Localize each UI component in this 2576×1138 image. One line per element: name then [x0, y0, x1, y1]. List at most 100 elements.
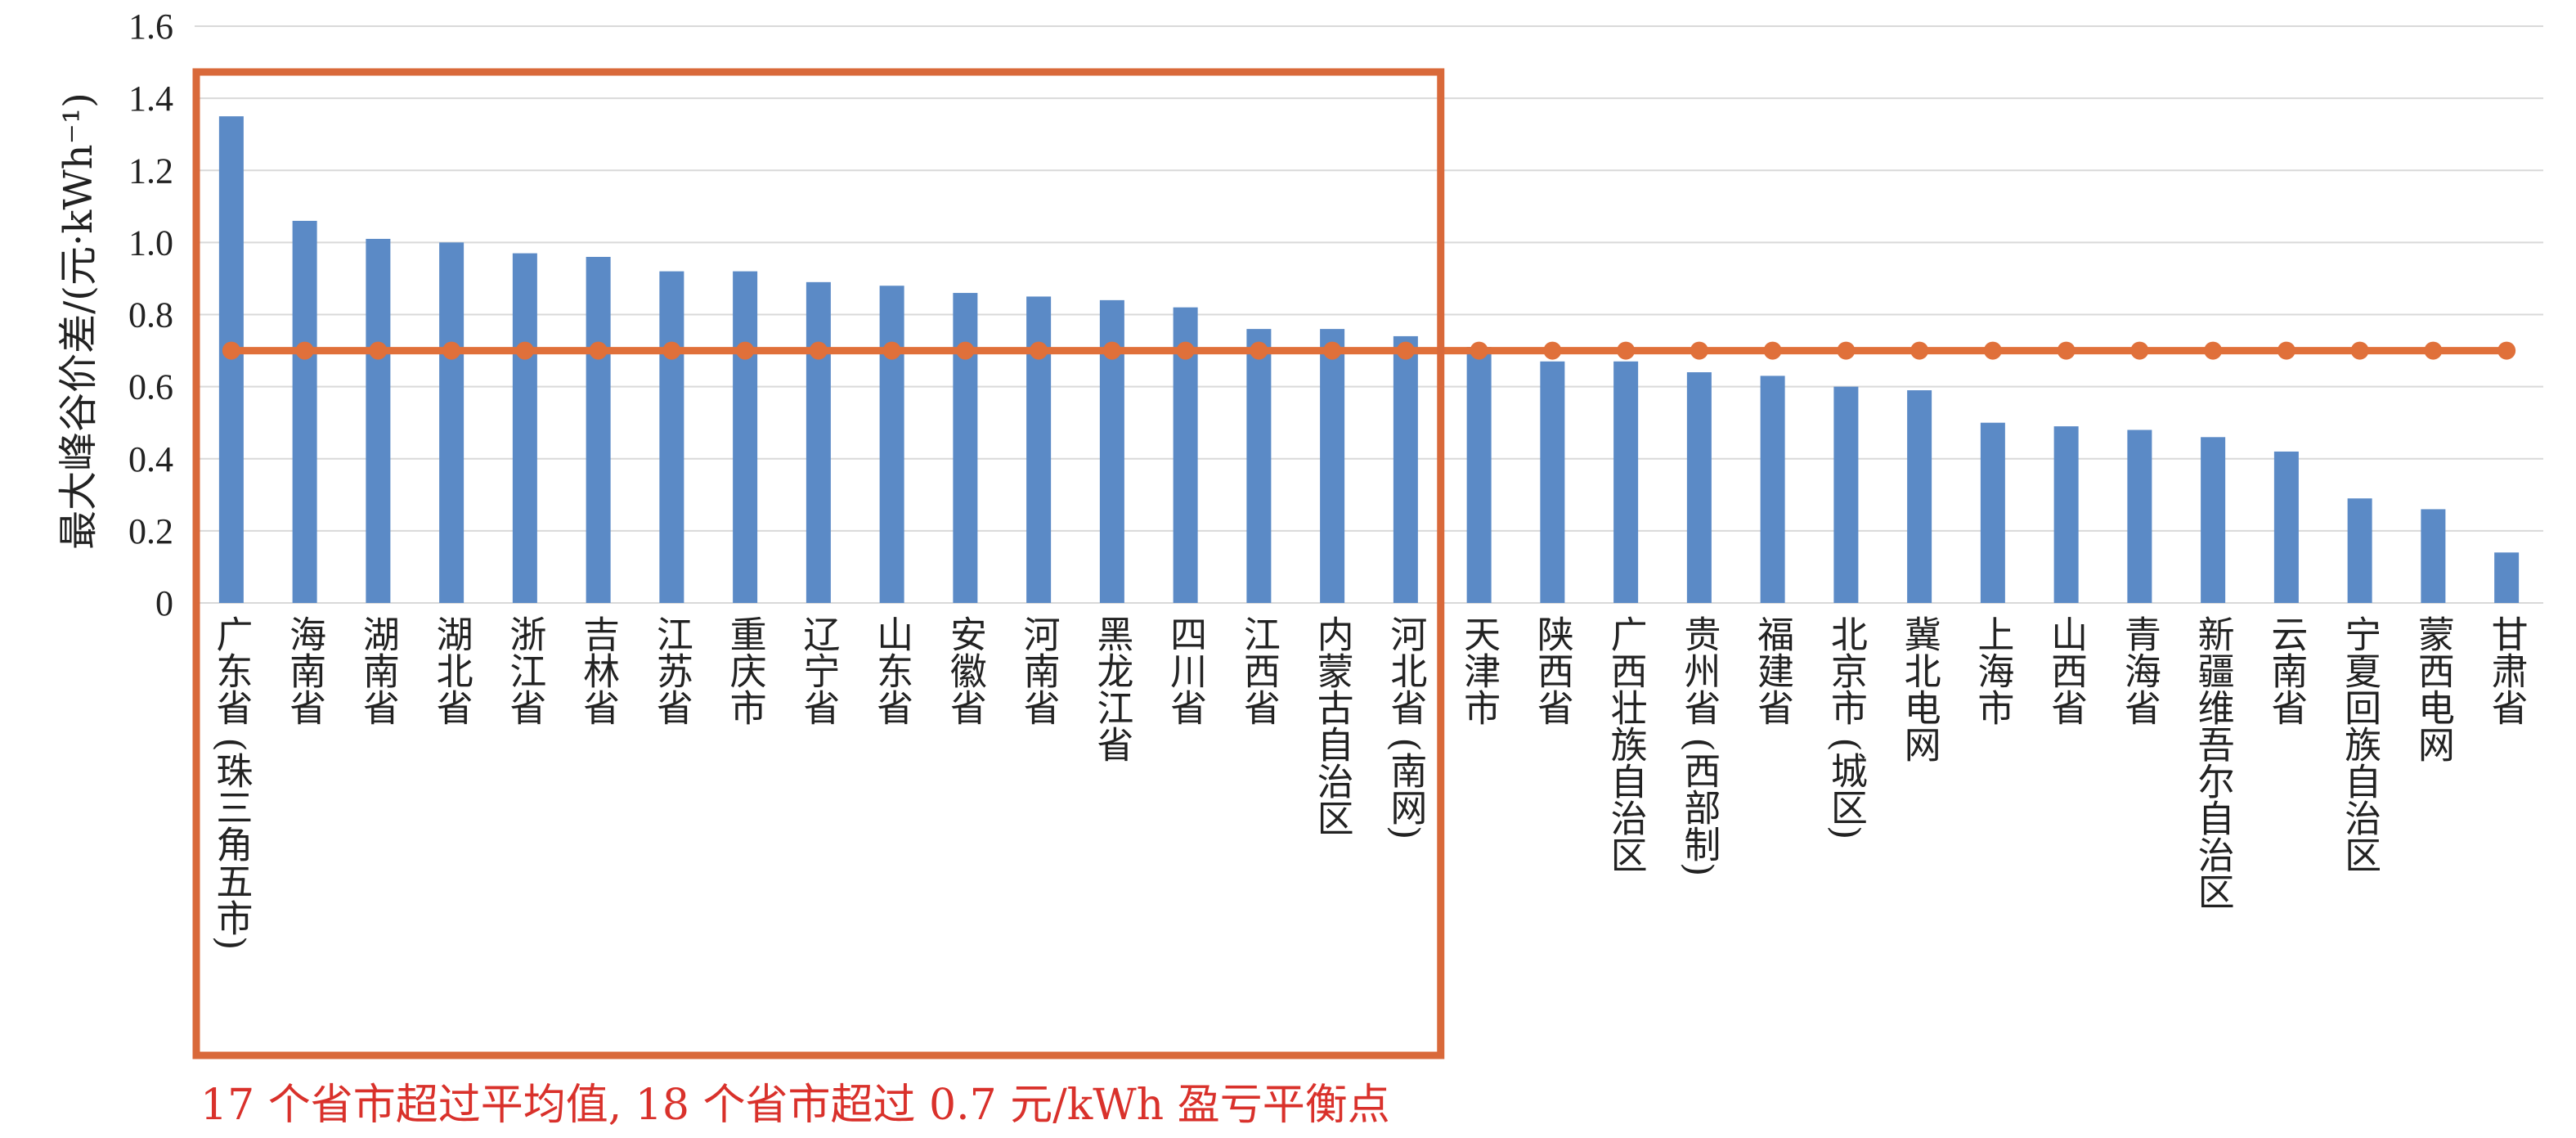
- gridlines: [195, 25, 2543, 604]
- bar: [1686, 372, 1712, 603]
- bar: [292, 220, 317, 603]
- bar: [733, 271, 758, 603]
- y-tick-label: 1.4: [128, 79, 173, 119]
- category-label: 陕西省: [1531, 615, 1574, 726]
- reference-line-marker: [2277, 341, 2296, 360]
- reference-line-marker: [442, 341, 461, 360]
- category-label: 青海省: [2118, 615, 2161, 726]
- category-label: 贵州省 (西部制): [1677, 615, 1721, 876]
- category-label: 宁夏回族自治区: [2338, 615, 2381, 873]
- category-label: 天津市: [1457, 615, 1501, 726]
- bar: [1833, 386, 1859, 603]
- reference-line-marker: [2424, 341, 2443, 360]
- y-tick-label: 0.2: [128, 511, 173, 551]
- bar: [2201, 437, 2226, 603]
- category-label: 海南省: [283, 615, 326, 726]
- bar: [218, 116, 244, 603]
- category-label: 广东省 (珠三角五市): [209, 615, 253, 950]
- y-tick-label: 1.6: [128, 7, 173, 47]
- bar: [586, 257, 611, 603]
- bar: [953, 293, 978, 603]
- bar: [806, 281, 831, 603]
- category-label: 河北省 (南网): [1384, 615, 1427, 839]
- reference-line-marker: [662, 341, 681, 360]
- reference-line-marker: [2350, 341, 2369, 360]
- reference-line-marker: [1543, 341, 1562, 360]
- bar: [879, 286, 904, 603]
- y-tick-label: 1.0: [128, 223, 173, 263]
- reference-line-marker: [589, 341, 608, 360]
- category-label: 浙江省: [503, 615, 546, 726]
- category-label: 重庆市: [724, 615, 767, 726]
- reference-line-marker: [1323, 341, 1342, 360]
- category-labels: 广东省 (珠三角五市) 海南省 湖南省 湖北省 浙江省 吉林省 江苏省 重庆市 辽宁省 山东省 安徽…: [209, 615, 2528, 950]
- category-label: 江苏省: [650, 615, 693, 726]
- bars: [218, 116, 2520, 603]
- category-label: 吉林省: [577, 615, 620, 726]
- category-label: 黑龙江省: [1090, 615, 1133, 762]
- category-label: 安徽省: [944, 615, 987, 726]
- reference-line-marker: [956, 341, 975, 360]
- category-label: 山东省: [870, 615, 913, 726]
- bar: [1246, 329, 1272, 603]
- reference-line-marker: [2057, 341, 2076, 360]
- reference-line-marker: [1470, 341, 1488, 360]
- bar: [1907, 390, 1932, 603]
- reference-line-marker: [2130, 341, 2149, 360]
- bar: [2053, 426, 2079, 603]
- category-label: 北京市 (城区): [1824, 615, 1868, 839]
- reference-line-marker: [515, 341, 534, 360]
- reference-line-marker: [1617, 341, 1636, 360]
- reference-line-marker: [295, 341, 314, 360]
- bar: [2347, 498, 2372, 603]
- reference-line: [222, 341, 2516, 360]
- reference-line-marker: [736, 341, 755, 360]
- category-label: 广西壮族自治区: [1604, 615, 1648, 873]
- y-tick-label: 1.2: [128, 151, 173, 191]
- reference-line-marker: [1690, 341, 1708, 360]
- category-label: 河南省: [1017, 615, 1061, 726]
- category-label: 辽宁省: [797, 615, 840, 726]
- reference-line-marker: [809, 341, 828, 360]
- reference-line-marker: [369, 341, 388, 360]
- y-tick-label: 0.8: [128, 295, 173, 335]
- category-label: 冀北电网: [1898, 615, 1941, 762]
- category-label: 甘肃省: [2485, 615, 2529, 726]
- category-label: 蒙西电网: [2412, 615, 2455, 762]
- reference-line-marker: [1176, 341, 1195, 360]
- category-label: 湖南省: [357, 615, 400, 726]
- reference-line-marker: [1102, 341, 1121, 360]
- category-label: 江西省: [1237, 615, 1281, 726]
- category-label: 山西省: [2044, 615, 2088, 726]
- bar: [659, 271, 684, 603]
- y-axis-label: 最大峰谷价差/(元·kWh⁻¹): [56, 92, 101, 550]
- bar: [2273, 451, 2299, 603]
- highlight-box: [192, 68, 1445, 1059]
- bar: [1393, 335, 1418, 603]
- y-tick-label: 0.4: [128, 439, 173, 479]
- category-label: 内蒙古自治区: [1311, 615, 1354, 836]
- reference-line-marker: [1983, 341, 2002, 360]
- category-label: 新疆维吾尔自治区: [2192, 615, 2235, 910]
- bar: [1760, 376, 1785, 603]
- category-label: 湖北省: [430, 615, 473, 726]
- category-label: 四川省: [1164, 615, 1207, 726]
- reference-line-marker: [1837, 341, 1856, 360]
- reference-line-marker: [2497, 341, 2516, 360]
- reference-line-marker: [882, 341, 901, 360]
- reference-line-marker: [1250, 341, 1268, 360]
- category-label: 福建省: [1751, 615, 1794, 726]
- bar: [1320, 329, 1345, 603]
- reference-line-marker: [1030, 341, 1048, 360]
- y-tick-label: 0.6: [128, 367, 173, 407]
- bar: [1540, 361, 1565, 603]
- y-axis-ticks: 0 0.2 0.4 0.6 0.8 1.0 1.2 1.4 1.6: [128, 7, 173, 623]
- bar: [2494, 552, 2520, 603]
- bar: [1613, 361, 1639, 603]
- reference-line-marker: [222, 341, 240, 360]
- bar: [366, 238, 391, 603]
- reference-line-marker: [2204, 341, 2223, 360]
- category-label: 云南省: [2264, 615, 2308, 726]
- bar: [1466, 347, 1492, 603]
